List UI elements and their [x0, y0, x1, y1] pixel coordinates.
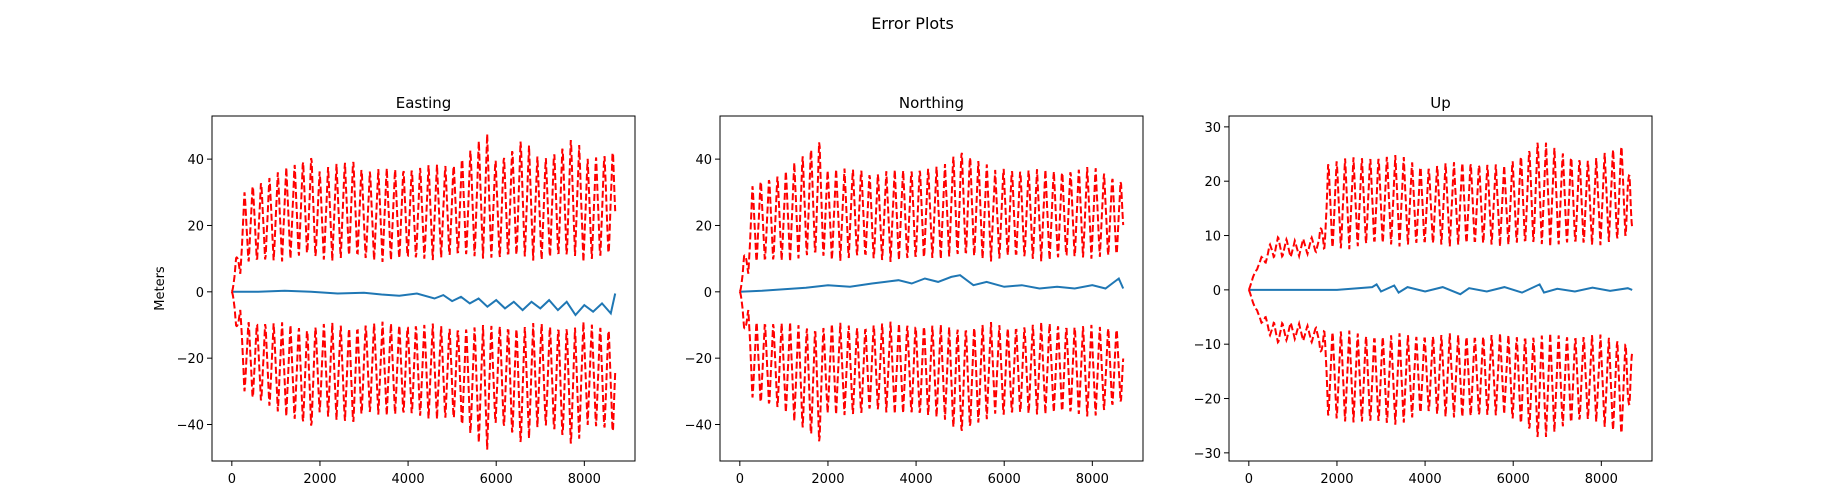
y-tick-label: 0	[704, 286, 712, 301]
axes-title: Easting	[396, 94, 452, 112]
plot-area	[230, 134, 617, 450]
x-tick-label: 6000	[1497, 472, 1530, 487]
x-tick-label: 2000	[303, 472, 336, 487]
x-tick-label: 4000	[392, 472, 425, 487]
x-tick-label: 2000	[1320, 472, 1353, 487]
axes-frame	[719, 115, 1144, 462]
y-tick-label: −30	[1194, 447, 1221, 462]
y-tick-label: 20	[695, 219, 712, 234]
x-tick-label: 4000	[1409, 472, 1442, 487]
error-line	[739, 274, 1125, 293]
y-tick-label: 20	[1204, 175, 1221, 190]
axes-title: Northing	[899, 94, 964, 112]
y-tick-label: −40	[685, 419, 712, 434]
y-tick-label: −40	[177, 419, 204, 434]
x-tick-label: 0	[1245, 472, 1253, 487]
y-tick-label: 40	[187, 153, 204, 168]
y-tick-label: −20	[685, 352, 712, 367]
figure-title: Error Plots	[871, 14, 954, 33]
x-tick-label: 6000	[988, 472, 1021, 487]
axes-frame	[1228, 115, 1653, 462]
plot-area	[1247, 142, 1634, 438]
lower-error-bound-line	[230, 291, 617, 450]
lower-error-bound-line	[1247, 289, 1634, 438]
x-tick-label: 2000	[811, 472, 844, 487]
x-tick-label: 4000	[900, 472, 933, 487]
axes-title: Up	[1430, 94, 1451, 112]
upper-error-bound-line	[230, 134, 617, 293]
upper-error-bound-line	[738, 142, 1125, 293]
y-axis-label: Meters	[153, 266, 168, 311]
y-tick-label: −20	[1194, 393, 1221, 408]
y-tick-label: 0	[196, 286, 204, 301]
upper-error-bound-line	[1247, 142, 1634, 291]
error-line	[1248, 283, 1633, 296]
y-tick-label: 20	[187, 219, 204, 234]
lower-error-bound-line	[738, 291, 1125, 442]
plot-area	[738, 142, 1125, 442]
y-tick-label: 30	[1204, 121, 1221, 136]
y-tick-label: 0	[1213, 284, 1221, 299]
easting-axes: 0 2000 4000 6000 8000 −40 −20 0 20 40 Easting Meter…	[153, 94, 636, 487]
up-axes: 0 2000 4000 6000 8000 −30 −20 −10 0 10 20 30 Up	[1194, 94, 1653, 487]
error-line	[231, 289, 617, 317]
axes-frame	[211, 115, 636, 462]
y-tick-label: 10	[1204, 230, 1221, 245]
x-tick-label: 0	[228, 472, 236, 487]
x-tick-label: 8000	[1076, 472, 1109, 487]
y-tick-label: −20	[177, 352, 204, 367]
x-tick-label: 6000	[480, 472, 513, 487]
y-tick-label: −10	[1194, 338, 1221, 353]
y-tick-label: 40	[695, 153, 712, 168]
northing-axes: 0 2000 4000 6000 8000 −40 −20 0 20 40 Northing	[685, 94, 1144, 487]
x-tick-label: 0	[736, 472, 744, 487]
x-tick-label: 8000	[568, 472, 601, 487]
x-tick-label: 8000	[1585, 472, 1618, 487]
